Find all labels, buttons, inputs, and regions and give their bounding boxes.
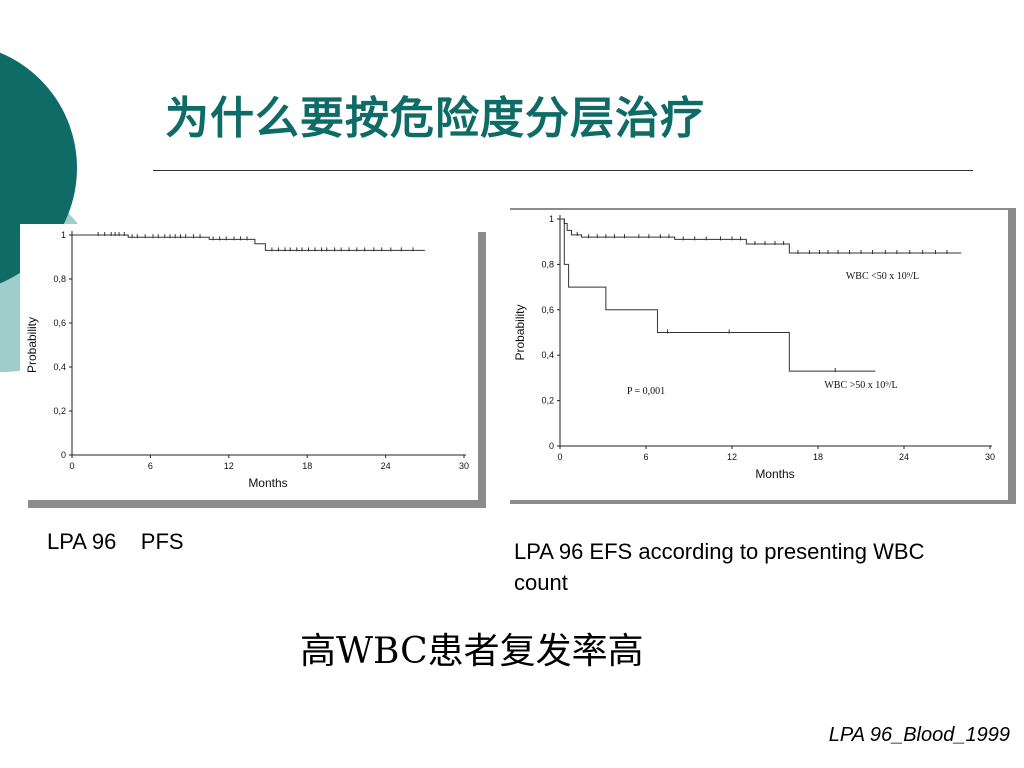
slide-title: 为什么要按危险度分层治疗 [165,93,705,144]
survival-curve-1 [560,218,962,254]
y-tick-label: 0,4 [53,362,66,372]
y-tick-label: 0,4 [541,350,554,360]
y-tick-label: 0,2 [53,406,66,416]
x-tick-label: 12 [727,452,737,462]
y-axis-label: Probability [25,317,39,373]
y-tick-label: 1 [549,214,554,224]
x-tick-label: 6 [643,452,648,462]
x-tick-label: 30 [985,452,995,462]
x-tick-label: 30 [459,461,469,471]
pfs-caption: LPA 96 PFS [47,529,184,554]
conclusion-text: 高WBC患者复发率高 [300,631,644,672]
p-value-label: P = 0,001 [627,386,665,397]
y-tick-label: 1 [61,230,66,240]
chart-frame [20,224,478,500]
y-tick-label: 0,2 [541,396,554,406]
x-tick-label: 18 [813,452,823,462]
pfs-chart-panel: 0 6 12 18 24 30 0 0,2 0,4 0,6 0,8 1 Months Probabilit… [18,222,488,510]
x-axis-label: Months [755,467,794,481]
y-tick-label: 0 [549,441,554,451]
wbc-high-label: WBC >50 x 10⁹/L [824,380,897,391]
x-tick-label: 0 [557,452,562,462]
survival-curve-1 [72,234,425,251]
x-tick-label: 18 [302,461,312,471]
x-tick-label: 12 [224,461,234,471]
x-tick-label: 6 [148,461,153,471]
x-axis-label: Months [248,476,287,490]
title-divider [153,170,973,171]
chart-frame [502,210,1008,500]
x-tick-label: 24 [381,461,391,471]
y-tick-label: 0,8 [53,274,66,284]
survival-curve-2 [560,218,876,372]
y-tick-label: 0,6 [541,305,554,315]
pfs-chart: 0 6 12 18 24 30 0 0,2 0,4 0,6 0,8 1 Months Probabilit… [20,224,486,508]
y-tick-label: 0 [61,450,66,460]
y-tick-label: 0,6 [53,318,66,328]
efs-caption: LPA 96 EFS according to presenting WBC c… [514,539,925,595]
y-tick-label: 0,8 [541,259,554,269]
x-tick-label: 24 [899,452,909,462]
wbc-low-label: WBC <50 x 10⁹/L [846,271,919,282]
y-axis-label: Probability [513,304,527,360]
efs-chart-panel: 0 6 12 18 24 30 0 0,2 0,4 0,6 0,8 1 Months Probabilit… [500,208,1018,508]
citation: LPA 96_Blood_1999 [828,724,1010,746]
x-tick-label: 0 [69,461,74,471]
efs-wbc-chart: 0 6 12 18 24 30 0 0,2 0,4 0,6 0,8 1 Months Probabilit… [502,208,1016,504]
